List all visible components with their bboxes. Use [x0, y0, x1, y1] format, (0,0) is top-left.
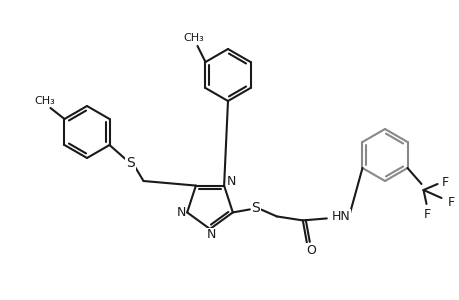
- Text: S: S: [126, 156, 134, 170]
- Text: CH₃: CH₃: [183, 33, 203, 43]
- Text: O: O: [305, 244, 315, 257]
- Text: F: F: [423, 208, 430, 220]
- Text: F: F: [447, 196, 454, 208]
- Text: CH₃: CH₃: [34, 96, 55, 106]
- Text: N: N: [176, 206, 185, 219]
- Text: S: S: [251, 201, 260, 215]
- Text: N: N: [226, 175, 235, 188]
- Text: F: F: [441, 176, 448, 188]
- Text: N: N: [206, 229, 215, 242]
- Text: HN: HN: [331, 210, 349, 223]
